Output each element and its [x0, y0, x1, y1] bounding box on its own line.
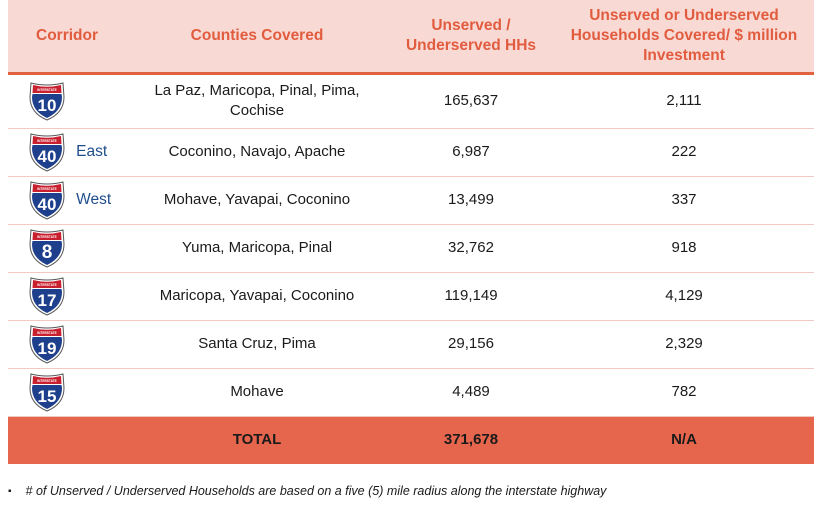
counties-cell: Mohave: [230, 383, 284, 400]
total-label: TOTAL: [232, 431, 282, 449]
shield-number: 8: [42, 242, 53, 263]
corridor-cell: INTERSTATE 15: [8, 368, 126, 416]
footnote-bullet: ▪: [8, 486, 12, 497]
table-row: INTERSTATE 40 East Coconino, Navajo, Apa…: [8, 128, 814, 176]
header-households-per-million: Unserved or Underserved Households Cover…: [554, 0, 814, 75]
counties-cell: Coconino, Navajo, Apache: [168, 143, 346, 160]
counties-cell: Mohave, Yavapai, Coconino: [163, 191, 351, 208]
shield-top-label: INTERSTATE: [37, 88, 57, 92]
shield-number: 40: [38, 195, 57, 214]
shield-number: 17: [38, 291, 57, 310]
table-header-row: Corridor Counties Covered Unserved / Und…: [8, 0, 814, 75]
interstate-shield-icon: INTERSTATE 40: [28, 180, 66, 220]
interstate-shield-icon: INTERSTATE 8: [28, 228, 66, 268]
unserved-hhs-cell: 29,156: [448, 335, 494, 352]
corridor-cell: INTERSTATE 8: [8, 224, 126, 272]
interstate-shield-icon: INTERSTATE 10: [28, 81, 66, 121]
counties-cell: La Paz, Maricopa, Pinal, Pima, Cochise: [154, 82, 360, 119]
total-per-million: N/A: [671, 431, 697, 449]
shield-top-label: INTERSTATE: [37, 187, 57, 191]
corridor-cell: INTERSTATE 17: [8, 272, 126, 320]
shield-top-label: INTERSTATE: [37, 379, 57, 383]
counties-cell: Maricopa, Yavapai, Coconino: [159, 287, 355, 304]
counties-cell: Santa Cruz, Pima: [198, 335, 316, 352]
per-million-cell: 918: [671, 239, 697, 256]
unserved-hhs-cell: 32,762: [448, 239, 494, 256]
shield-number: 10: [38, 96, 57, 115]
unserved-hhs-cell: 165,637: [443, 92, 499, 109]
table-row: INTERSTATE 17 Maricopa, Yavapai, Coconin…: [8, 272, 814, 320]
shield-top-label: INTERSTATE: [37, 283, 57, 287]
table-row: INTERSTATE 40 West Mohave, Yavapai, Coco…: [8, 176, 814, 224]
direction-label: West: [76, 191, 112, 208]
counties-cell: Yuma, Maricopa, Pinal: [181, 239, 333, 256]
corridor-cell: INTERSTATE 19: [8, 320, 126, 368]
table-row: INTERSTATE 19 Santa Cruz, Pima 29,156 2,…: [8, 320, 814, 368]
shield-top-label: INTERSTATE: [37, 139, 57, 143]
shield-number: 19: [38, 339, 57, 358]
shield-top-label: INTERSTATE: [37, 331, 57, 335]
total-hhs: 371,678: [443, 431, 499, 449]
corridor-table-container: Corridor Counties Covered Unserved / Und…: [8, 0, 814, 464]
unserved-hhs-cell: 119,149: [444, 287, 498, 304]
interstate-shield-icon: INTERSTATE 40: [28, 132, 66, 172]
shield-top-label: INTERSTATE: [37, 235, 57, 239]
per-million-cell: 2,329: [665, 335, 703, 352]
table-row: INTERSTATE 8 Yuma, Maricopa, Pinal 32,76…: [8, 224, 814, 272]
shield-number: 40: [38, 147, 57, 166]
interstate-shield-icon: INTERSTATE 19: [28, 324, 66, 364]
direction-label: East: [76, 143, 108, 160]
per-million-cell: 337: [671, 191, 697, 208]
corridor-cell: INTERSTATE 40 West: [8, 176, 126, 224]
total-row: TOTAL 371,678 N/A: [8, 416, 814, 464]
corridor-cell: INTERSTATE 40 East: [8, 128, 126, 176]
corridor-table: Corridor Counties Covered Unserved / Und…: [8, 0, 814, 464]
per-million-cell: 4,129: [665, 287, 703, 304]
unserved-hhs-cell: 4,489: [452, 383, 490, 400]
total-corridor-cell: [8, 416, 126, 464]
header-unserved-hhs: Unserved / Underserved HHs: [388, 0, 554, 75]
shield-number: 15: [38, 387, 57, 406]
interstate-shield-icon: INTERSTATE 17: [28, 276, 66, 316]
header-corridor: Corridor: [8, 0, 126, 75]
footnote: ▪ # of Unserved / Underserved Households …: [8, 484, 808, 498]
corridor-cell: INTERSTATE 10: [8, 73, 126, 128]
per-million-cell: 2,111: [666, 92, 702, 109]
per-million-cell: 782: [671, 383, 697, 400]
header-counties: Counties Covered: [126, 0, 388, 75]
per-million-cell: 222: [671, 143, 697, 160]
unserved-hhs-cell: 6,987: [452, 143, 490, 160]
unserved-hhs-cell: 13,499: [448, 191, 494, 208]
interstate-shield-icon: INTERSTATE 15: [28, 372, 66, 412]
table-row: INTERSTATE 10 La Paz, Maricopa, Pinal, P…: [8, 73, 814, 128]
table-row: INTERSTATE 15 Mohave 4,489 782: [8, 368, 814, 416]
footnote-text: # of Unserved / Underserved Households a…: [25, 484, 607, 498]
